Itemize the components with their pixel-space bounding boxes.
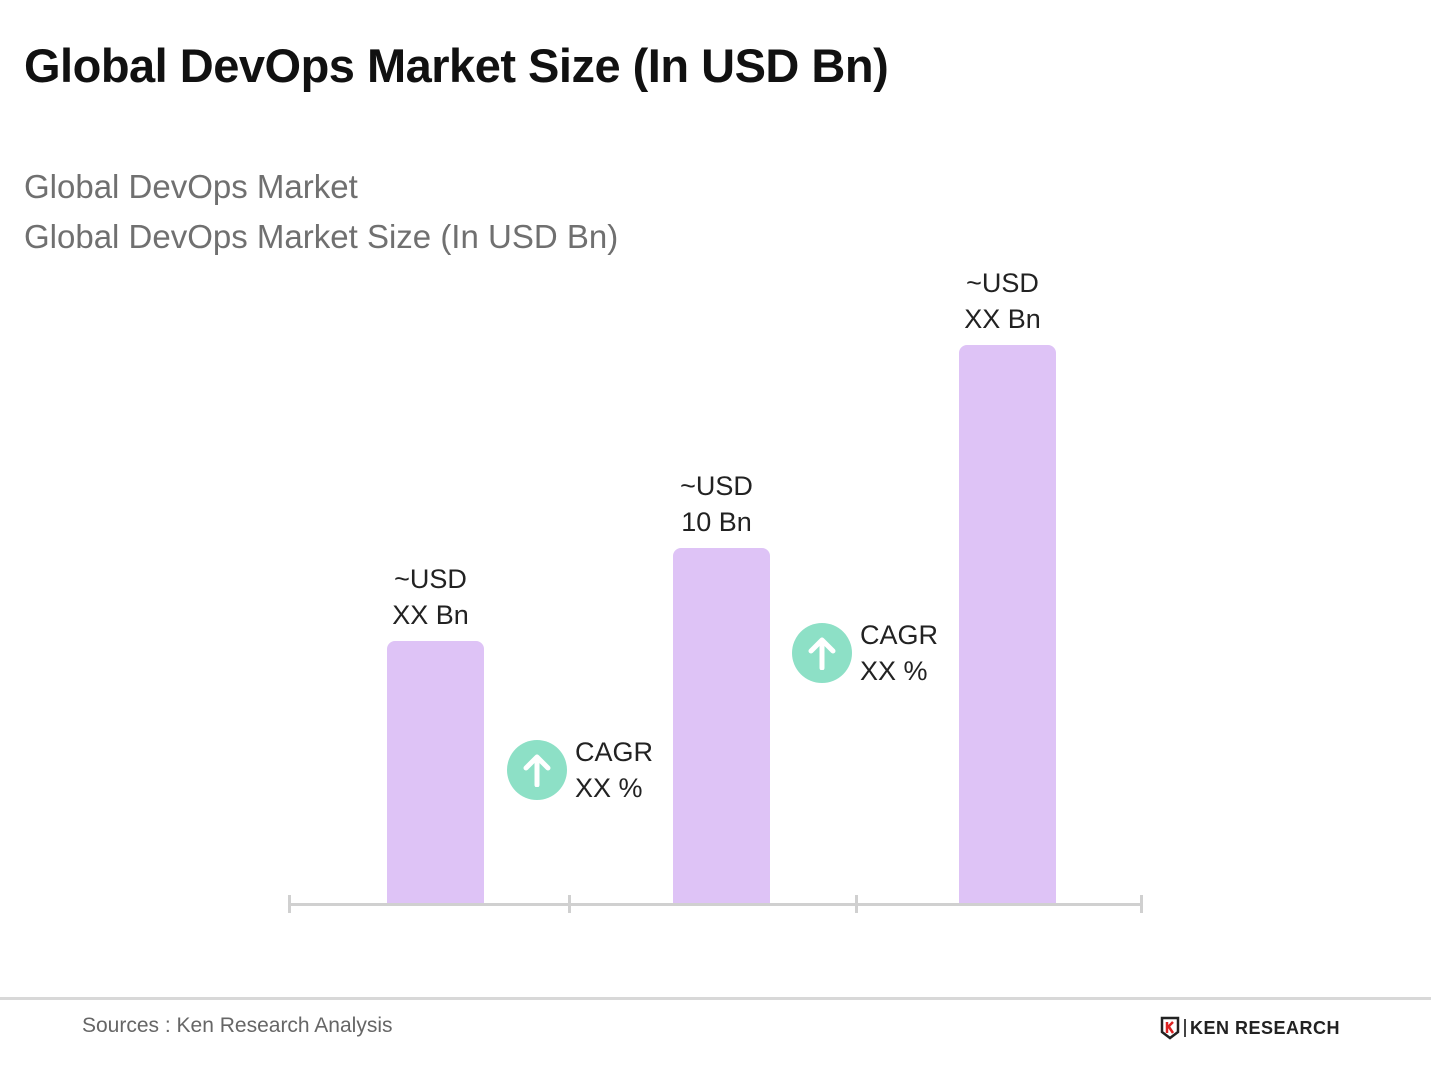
ken-research-logo-icon — [1160, 1016, 1180, 1040]
bar-data-label: ~USD 10 Bn — [680, 471, 753, 537]
subtitle-line-1: Global DevOps Market — [24, 168, 358, 205]
axis-tick — [568, 895, 571, 913]
arrow-up-circle-icon — [507, 740, 567, 800]
cagr-annotation: CAGR XX % — [792, 617, 938, 689]
bar-data-label: ~USD XX Bn — [392, 563, 469, 630]
axis-tick — [1140, 895, 1143, 913]
bar-data-label: ~USD XX Bn — [964, 268, 1041, 335]
arrow-up-circle-icon — [792, 623, 852, 683]
bar-chart: ~USD XX Bn ~USD 10 Bn ~USD XX Bn CAGR XX % C… — [288, 268, 1143, 913]
cagr-annotation: CAGR XX % — [507, 734, 653, 806]
source-note: Sources : Ken Research Analysis — [82, 1014, 393, 1037]
bar-2 — [673, 548, 770, 904]
subtitle-line-2: Global DevOps Market Size (In USD Bn) — [24, 218, 619, 255]
page-title: Global DevOps Market Size (In USD Bn) — [24, 39, 889, 92]
x-axis — [289, 903, 1142, 906]
axis-tick — [855, 895, 858, 913]
ken-research-logo: KEN RESEARCH — [1160, 1016, 1340, 1040]
bar-1 — [387, 640, 484, 904]
axis-tick — [288, 895, 291, 913]
bar-3 — [959, 345, 1056, 904]
footer-divider — [0, 997, 1431, 1000]
